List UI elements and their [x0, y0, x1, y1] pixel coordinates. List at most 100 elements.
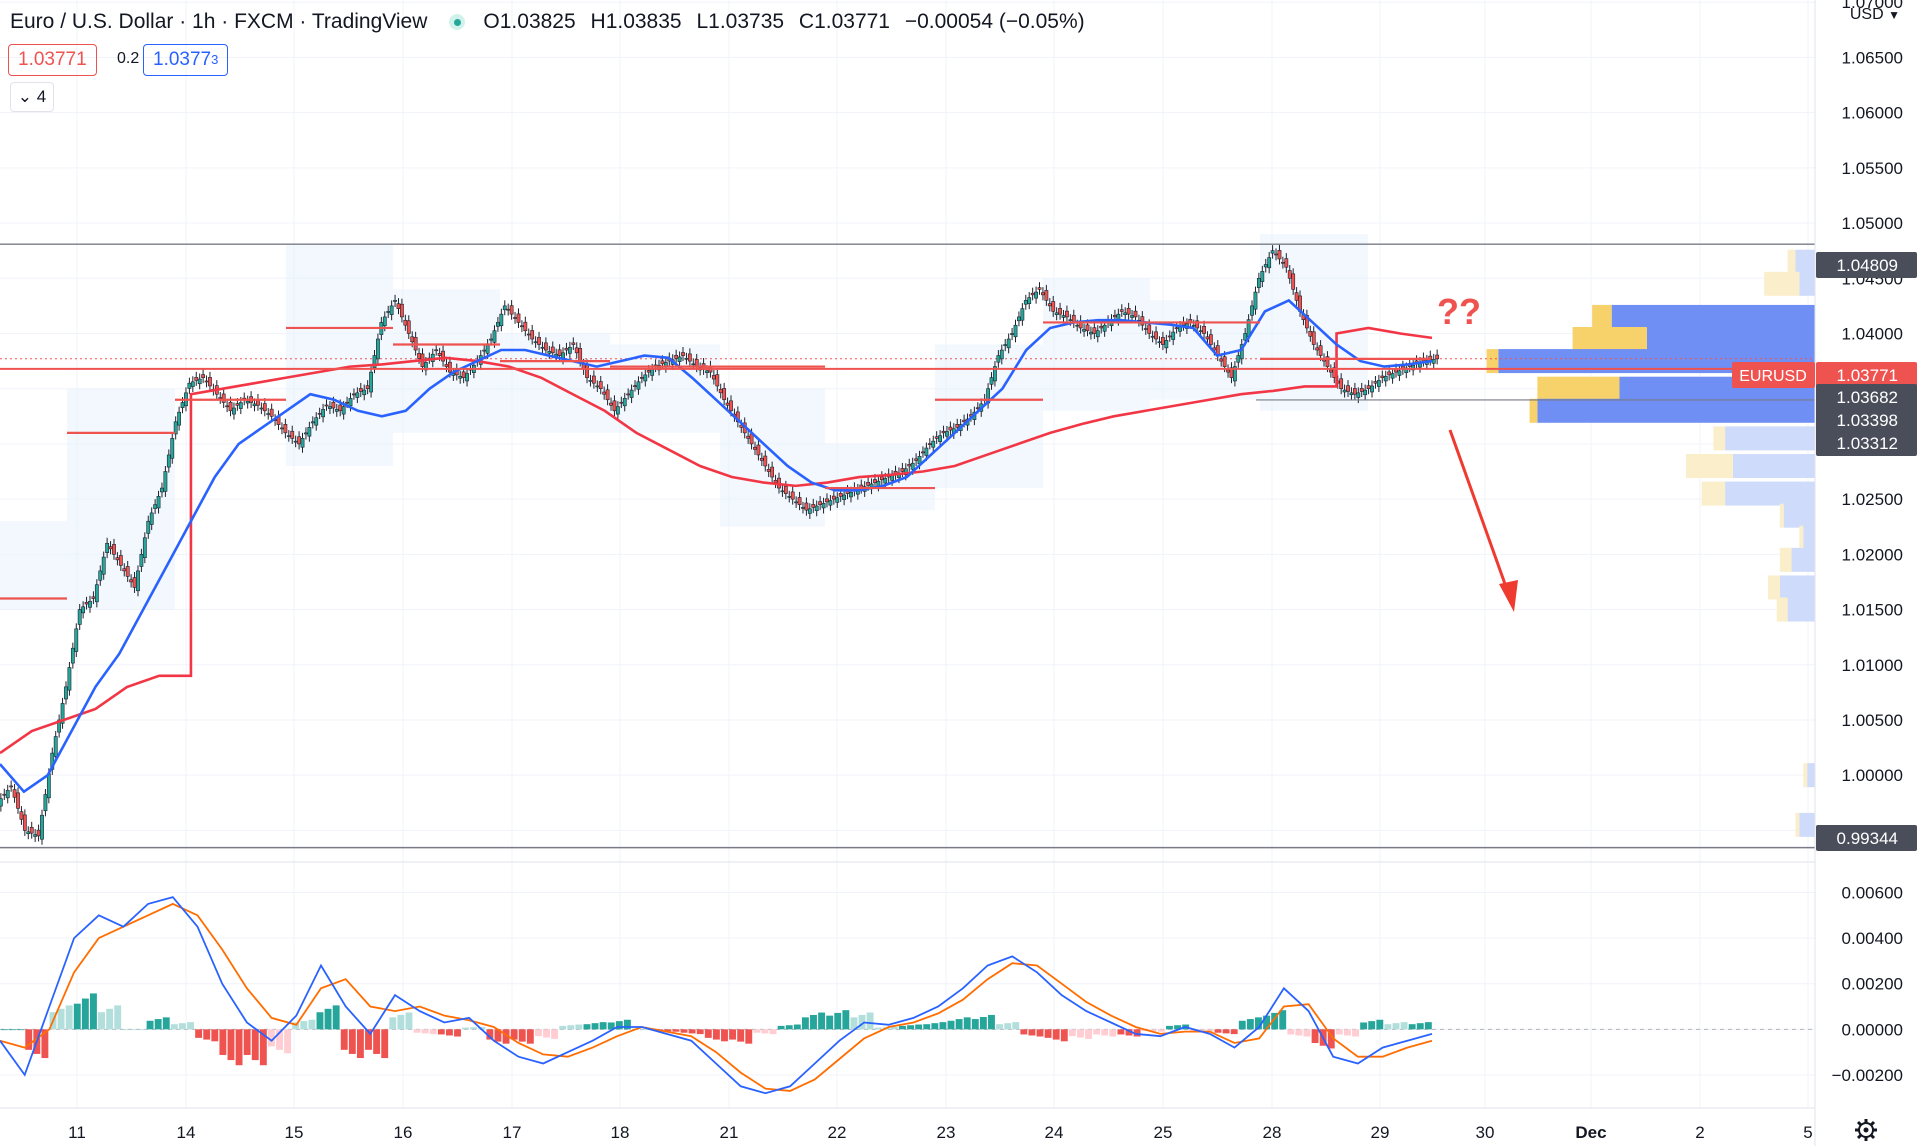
candle-body	[156, 496, 161, 509]
macd-histogram-bar	[1052, 1029, 1060, 1040]
macd-histogram-bar	[1303, 1029, 1311, 1037]
macd-histogram-bar	[1085, 1029, 1093, 1039]
macd-histogram-bar	[154, 1019, 162, 1030]
candle-body	[890, 475, 895, 481]
macd-histogram-bar	[591, 1023, 599, 1030]
price-tick-label: 1.05500	[1842, 159, 1903, 178]
candle-body	[57, 719, 62, 733]
candle-body	[828, 500, 833, 506]
candle-body	[53, 736, 58, 757]
sell-button[interactable]: 1.03771	[8, 44, 97, 76]
candle-body	[259, 407, 264, 410]
candle-body	[1095, 330, 1100, 338]
buy-button[interactable]: 1.03773	[143, 44, 229, 76]
candle-body	[989, 377, 994, 385]
candle-body	[208, 377, 212, 387]
macd-histogram-bar	[1384, 1024, 1392, 1030]
macd-histogram-bar	[130, 1029, 138, 1031]
candle-body	[1263, 264, 1268, 268]
time-tick-label: 18	[611, 1123, 630, 1142]
candle-body	[948, 426, 953, 431]
candle-body	[376, 338, 380, 360]
symbol-tag-background	[1732, 362, 1815, 388]
candle-body	[1167, 335, 1172, 338]
candle-body	[341, 406, 346, 415]
price-tick-label: 1.05000	[1842, 214, 1903, 233]
change-value: −0.00054 (−0.05%)	[904, 10, 1085, 33]
time-tick-label: 15	[285, 1123, 304, 1142]
candle-body	[1130, 315, 1134, 318]
candle-body	[1126, 308, 1131, 315]
candle-body	[1154, 331, 1158, 340]
macd-histogram-bar	[251, 1029, 259, 1061]
candle-body	[1346, 385, 1350, 392]
indicator-count: 4	[36, 87, 47, 106]
price-tag: EURUSD	[1732, 362, 1815, 388]
macd-histogram-bar	[1271, 1012, 1279, 1030]
candle-body	[1253, 291, 1258, 310]
close-value: 1.03771	[814, 10, 890, 33]
candle-body	[1027, 297, 1032, 304]
macd-histogram-bar	[98, 1012, 105, 1030]
candle-body	[441, 350, 445, 362]
candle-body	[194, 377, 199, 381]
macd-histogram-bar	[939, 1022, 947, 1030]
down-arrow-annotation	[1448, 429, 1518, 612]
candle-body	[444, 364, 449, 367]
candle-body	[43, 794, 48, 812]
settings-gear-icon[interactable]	[1855, 1119, 1877, 1141]
time-tick-label: Dec	[1575, 1123, 1606, 1142]
candle-body	[300, 438, 305, 448]
candle-body	[681, 352, 685, 356]
volume-profile	[1486, 249, 1815, 837]
candle-body	[245, 400, 250, 404]
candle-body	[660, 360, 665, 365]
macd-histogram-bar	[963, 1017, 971, 1030]
volume-profile-up-bar	[1776, 597, 1788, 622]
time-axis[interactable]: 11 14 15 16 17 18 21 22 23 24 25 28 29 30 Dec 2 5	[0, 1107, 1815, 1142]
macd-histogram-bar	[478, 1026, 486, 1030]
price-tag-label: 1.03682	[1837, 388, 1898, 407]
candle-body	[814, 505, 819, 512]
candle-body	[1143, 328, 1148, 330]
candle-body	[266, 413, 271, 415]
candle-body	[804, 502, 809, 511]
candle-body	[1339, 378, 1344, 389]
macd-histogram-bar	[729, 1029, 737, 1040]
macd-histogram-bar	[979, 1017, 987, 1030]
macd-histogram-bar	[947, 1020, 955, 1030]
currency-selector[interactable]: USD ▼	[1850, 6, 1900, 24]
candle-body	[1431, 359, 1436, 364]
macd-histogram-bar	[672, 1029, 680, 1032]
candle-body	[1171, 331, 1176, 340]
candle-body	[84, 602, 89, 605]
macd-line	[0, 896, 1433, 1095]
macd-histogram-bar	[170, 1024, 178, 1030]
candle-body	[945, 431, 949, 437]
volume-profile-up-bar	[1787, 249, 1796, 274]
macd-histogram-bar	[122, 1029, 130, 1031]
candle-body	[1010, 333, 1014, 335]
indicators-toggle[interactable]: ⌄ 4	[10, 82, 54, 112]
candle-body	[252, 403, 257, 407]
time-tick-label: 29	[1371, 1123, 1390, 1142]
horizontal-levels	[0, 243, 1815, 849]
macd-histogram-bar	[308, 1019, 316, 1030]
candle-body	[321, 409, 325, 418]
candle-body	[355, 392, 360, 398]
candle-body	[125, 566, 130, 577]
candle-body	[1342, 389, 1347, 393]
volume-profile-down-bar	[1803, 525, 1815, 550]
macd-histogram-bar	[1117, 1029, 1125, 1035]
macd-histogram-bar	[1125, 1029, 1133, 1036]
symbol-title[interactable]: Euro / U.S. Dollar · 1h · FXCM · Trading…	[10, 10, 428, 33]
candle-body	[348, 398, 353, 407]
buy-price: 1.0377	[153, 49, 212, 70]
candle-body	[280, 427, 284, 430]
chart-grid	[0, 0, 1920, 1108]
macd-histogram-bar	[1392, 1023, 1400, 1030]
macd-histogram-bar	[235, 1029, 243, 1066]
candle-body	[1370, 385, 1374, 393]
price-axis[interactable]: 1.070001.065001.060001.055001.050001.045…	[1732, 0, 1920, 1146]
